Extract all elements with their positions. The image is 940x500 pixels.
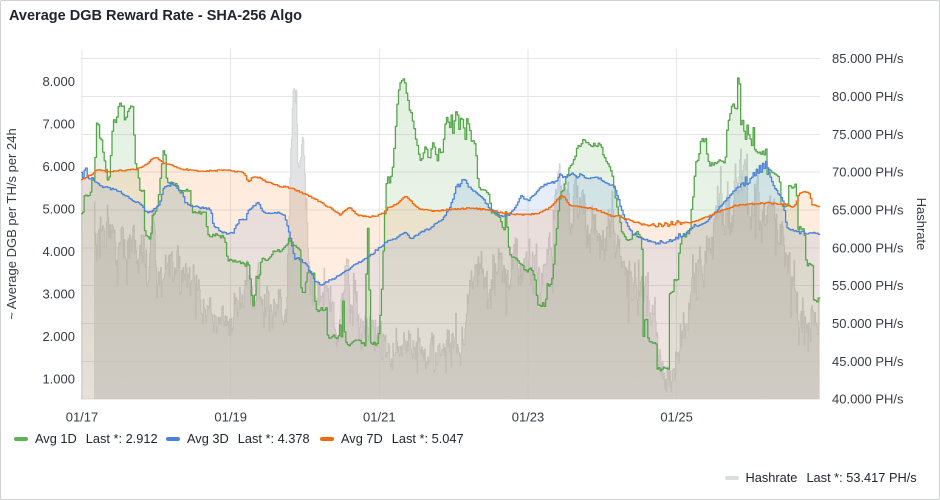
svg-text:4.000: 4.000 xyxy=(42,244,75,259)
svg-text:55.000 PH/s: 55.000 PH/s xyxy=(832,278,904,293)
svg-text:45.000 PH/s: 45.000 PH/s xyxy=(832,354,904,369)
svg-text:60.000 PH/s: 60.000 PH/s xyxy=(832,240,904,255)
svg-text:~ Average DGB per TH/s per 24h: ~ Average DGB per TH/s per 24h xyxy=(4,128,19,319)
svg-text:75.000 PH/s: 75.000 PH/s xyxy=(832,127,904,142)
svg-text:01/25: 01/25 xyxy=(660,410,693,425)
svg-text:3.000: 3.000 xyxy=(42,287,75,302)
svg-text:1.000: 1.000 xyxy=(42,372,75,387)
svg-text:01/17: 01/17 xyxy=(66,410,99,425)
svg-text:2.000: 2.000 xyxy=(42,329,75,344)
svg-text:80.000 PH/s: 80.000 PH/s xyxy=(832,89,904,104)
svg-text:8.000: 8.000 xyxy=(42,74,75,89)
svg-text:70.000 PH/s: 70.000 PH/s xyxy=(832,165,904,180)
svg-text:01/23: 01/23 xyxy=(512,410,545,425)
svg-text:01/19: 01/19 xyxy=(214,410,247,425)
svg-text:85.000 PH/s: 85.000 PH/s xyxy=(832,51,904,66)
svg-text:40.000 PH/s: 40.000 PH/s xyxy=(832,392,904,407)
svg-text:65.000 PH/s: 65.000 PH/s xyxy=(832,203,904,218)
svg-text:01/21: 01/21 xyxy=(363,410,396,425)
svg-text:5.000: 5.000 xyxy=(42,202,75,217)
svg-text:Hashrate: Hashrate xyxy=(914,198,929,251)
svg-text:7.000: 7.000 xyxy=(42,117,75,132)
svg-text:6.000: 6.000 xyxy=(42,159,75,174)
svg-text:50.000 PH/s: 50.000 PH/s xyxy=(832,316,904,331)
